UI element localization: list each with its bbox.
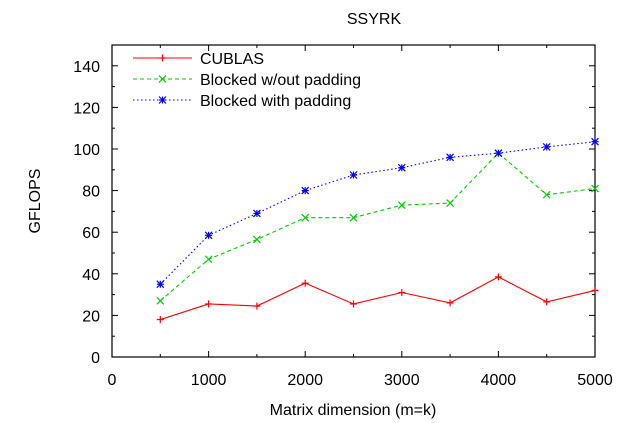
legend-item: Blocked with padding bbox=[133, 93, 351, 110]
y-tick-label: 40 bbox=[82, 267, 100, 284]
y-axis: 0 20 40 60 80 100 120 140 bbox=[73, 59, 595, 367]
data-point bbox=[446, 299, 454, 307]
data-point bbox=[591, 137, 599, 146]
data-point bbox=[591, 286, 599, 294]
data-point bbox=[542, 142, 551, 151]
series-3 bbox=[156, 137, 599, 289]
legend-label: CUBLAS bbox=[200, 51, 264, 68]
x-tick-label: 4000 bbox=[481, 372, 517, 389]
data-point bbox=[204, 231, 213, 240]
plot-area-frame bbox=[111, 44, 596, 358]
x-axis-label: Matrix dimension (m=k) bbox=[270, 402, 437, 419]
series-2 bbox=[156, 149, 599, 305]
data-point bbox=[542, 190, 551, 199]
data-point bbox=[397, 201, 406, 210]
y-tick-label: 0 bbox=[91, 350, 100, 367]
series-layer bbox=[156, 137, 599, 324]
y-tick-label: 80 bbox=[82, 184, 100, 201]
data-point bbox=[543, 298, 551, 306]
data-point bbox=[446, 153, 455, 162]
data-point bbox=[397, 163, 406, 172]
data-point bbox=[252, 235, 261, 244]
x-tick-label: 0 bbox=[108, 372, 117, 389]
y-tick-label: 60 bbox=[82, 225, 100, 242]
data-point bbox=[301, 279, 309, 287]
data-point bbox=[156, 280, 165, 289]
legend-marker bbox=[159, 54, 166, 62]
data-point bbox=[252, 209, 261, 218]
series-line bbox=[159, 141, 596, 285]
y-tick-label: 100 bbox=[73, 142, 100, 159]
y-tick-label: 140 bbox=[73, 59, 100, 76]
legend-label: Blocked w/out padding bbox=[200, 72, 361, 89]
legend-item: CUBLAS bbox=[133, 51, 264, 68]
legend-marker bbox=[158, 75, 167, 83]
data-point bbox=[446, 199, 455, 208]
legend: CUBLAS Blocked w/out padding Blocked with … bbox=[133, 51, 361, 110]
y-tick-label: 120 bbox=[73, 100, 100, 117]
data-point bbox=[253, 302, 261, 310]
data-point bbox=[301, 213, 310, 222]
data-point bbox=[349, 171, 358, 179]
data-point bbox=[494, 273, 502, 281]
legend-label: Blocked with padding bbox=[200, 93, 351, 110]
data-point bbox=[349, 213, 358, 222]
legend-item: Blocked w/out padding bbox=[133, 72, 361, 89]
data-point bbox=[494, 149, 503, 158]
y-axis-label: GFLOPS bbox=[27, 169, 44, 234]
data-point bbox=[204, 255, 213, 264]
x-tick-label: 1000 bbox=[191, 372, 227, 389]
legend-marker bbox=[158, 96, 167, 104]
data-point bbox=[156, 296, 165, 305]
series-1 bbox=[156, 273, 599, 324]
data-point bbox=[591, 184, 599, 193]
data-point bbox=[301, 186, 310, 195]
x-axis: 0 1000 2000 3000 4000 5000 bbox=[108, 45, 613, 389]
series-line bbox=[160, 276, 596, 321]
series-line bbox=[159, 152, 596, 302]
x-tick-label: 3000 bbox=[384, 372, 420, 389]
y-tick-label: 20 bbox=[82, 308, 100, 325]
data-point bbox=[398, 289, 406, 297]
data-point bbox=[156, 316, 164, 324]
data-point bbox=[350, 300, 357, 308]
data-point bbox=[205, 300, 213, 308]
x-tick-label: 5000 bbox=[577, 372, 613, 389]
x-tick-label: 2000 bbox=[287, 372, 323, 389]
chart-title: SSYRK bbox=[347, 11, 402, 28]
